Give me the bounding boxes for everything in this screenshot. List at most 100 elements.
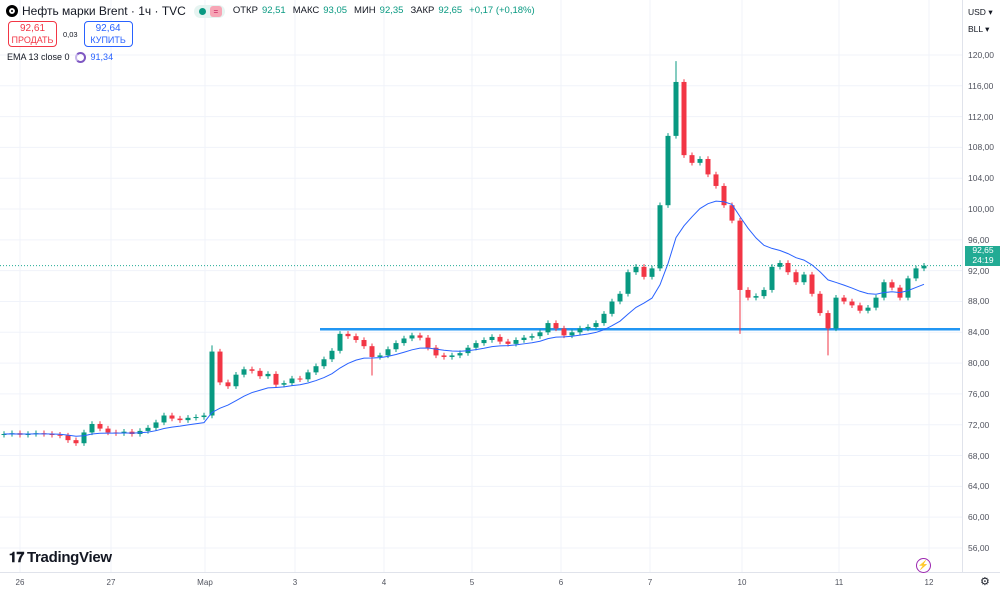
candle-body: [785, 262, 791, 273]
candle-body: [409, 335, 415, 339]
time-tick: Мар: [197, 578, 213, 587]
candle-body: [577, 328, 583, 333]
candle-body: [505, 341, 511, 344]
candle-body: [521, 337, 527, 341]
price-tick: 112,00: [968, 111, 994, 122]
lightning-icon[interactable]: ⚡: [916, 558, 931, 573]
symbol-title[interactable]: Нефть марки Brent · 1ч · TVC: [22, 4, 186, 18]
candle-body: [745, 289, 751, 298]
price-tick: 100,00: [968, 204, 994, 215]
currency-label: USD: [968, 7, 986, 17]
price-chart[interactable]: [0, 0, 962, 572]
close-label: ЗАКР: [410, 5, 435, 16]
tradingview-logo[interactable]: 𝟏𝟕 TradingView: [9, 549, 112, 566]
buy-price: 92,64: [95, 23, 121, 34]
high-label: МАКС: [292, 5, 320, 16]
candle-body: [689, 155, 695, 163]
price-tick: 76,00: [968, 388, 990, 399]
symbol-legend: Нефть марки Brent · 1ч · TVC = ОТКР 92,51…: [6, 4, 538, 18]
last-price-tag: 92,65 24:19: [965, 245, 1000, 266]
candle-body: [169, 415, 175, 419]
unit-select[interactable]: BLL ▾: [968, 24, 990, 34]
candle-body: [753, 296, 759, 298]
currency-select[interactable]: USD ▾: [968, 7, 993, 17]
market-status-pill[interactable]: =: [193, 4, 225, 18]
settings-gear-icon[interactable]: ⚙: [980, 576, 990, 588]
candle-body: [161, 415, 167, 423]
candle-body: [729, 205, 735, 221]
candle-body: [769, 266, 775, 290]
candle-body: [433, 347, 439, 356]
candle-body: [313, 366, 319, 373]
candle-body: [625, 272, 631, 294]
price-tick: 116,00: [968, 80, 994, 91]
market-open-icon: [198, 7, 206, 15]
candle-body: [353, 336, 359, 341]
tradingview-wordmark: TradingView: [26, 549, 112, 566]
candle-body: [705, 158, 711, 175]
candle-body: [513, 340, 519, 344]
candle-body: [697, 158, 703, 163]
candle-body: [369, 346, 375, 357]
candle-body: [345, 333, 351, 337]
price-tick: 108,00: [968, 142, 994, 153]
candle-body: [305, 372, 311, 380]
candle-body: [281, 383, 287, 385]
candle-body: [569, 332, 575, 336]
time-axis[interactable]: 26 27 Мар 3 4 5 6 7 10 11 12: [0, 572, 1000, 591]
candle-body: [889, 282, 895, 288]
time-tick: 5: [469, 578, 475, 587]
ema-value: 91,34: [90, 52, 114, 62]
price-tick: 96,00: [968, 234, 990, 245]
candle-body: [97, 423, 103, 429]
candle-body: [489, 336, 495, 341]
time-tick: 27: [106, 578, 116, 587]
candle-body: [681, 81, 687, 156]
candle-body: [609, 301, 615, 314]
candle-body: [873, 297, 879, 308]
time-tick: 7: [647, 578, 653, 587]
candle-body: [257, 370, 263, 377]
candle-body: [105, 428, 111, 433]
candle-body: [793, 272, 799, 283]
candle-body: [817, 293, 823, 314]
candle-body: [921, 265, 927, 269]
candle-body: [449, 355, 455, 357]
candle-body: [657, 205, 663, 269]
candle-body: [297, 378, 303, 380]
price-tick: 84,00: [968, 327, 990, 338]
candle-body: [585, 326, 591, 329]
high-value: 93,05: [323, 5, 348, 16]
candle-body: [849, 301, 855, 306]
candle-body: [193, 417, 199, 419]
candle-body: [617, 293, 623, 302]
candle-body: [329, 350, 335, 360]
price-axis[interactable]: USD ▾ BLL ▾ 120,00 116,00 112,00 108,00 104,…: [962, 0, 1000, 572]
candle-body: [337, 333, 343, 351]
candle-body: [209, 351, 215, 416]
time-tick: 10: [737, 578, 747, 587]
buy-button[interactable]: 92,64 КУПИТЬ: [83, 21, 133, 47]
candle-body: [561, 328, 567, 336]
candle-body: [177, 418, 183, 421]
price-tick: 92,00: [968, 265, 990, 276]
candle-body: [721, 185, 727, 206]
candle-body: [1, 433, 7, 435]
price-tick: 60,00: [968, 512, 990, 523]
buy-label: КУПИТЬ: [90, 35, 126, 45]
candle-body: [241, 369, 247, 375]
time-tick: 3: [292, 578, 298, 587]
candle-body: [249, 369, 255, 371]
candle-body: [809, 274, 815, 294]
candle-body: [265, 373, 271, 377]
ema-legend[interactable]: EMA 13 close 0 91,34: [7, 51, 113, 63]
candle-body: [481, 340, 487, 344]
candle-body: [497, 336, 503, 342]
price-tick: 68,00: [968, 450, 990, 461]
sell-button[interactable]: 92,61 ПРОДАТЬ: [8, 21, 57, 47]
candle-body: [673, 81, 679, 136]
candle-body: [665, 135, 671, 206]
unit-label: BLL: [968, 24, 983, 34]
candle-body: [545, 323, 551, 333]
candle-body: [537, 332, 543, 337]
